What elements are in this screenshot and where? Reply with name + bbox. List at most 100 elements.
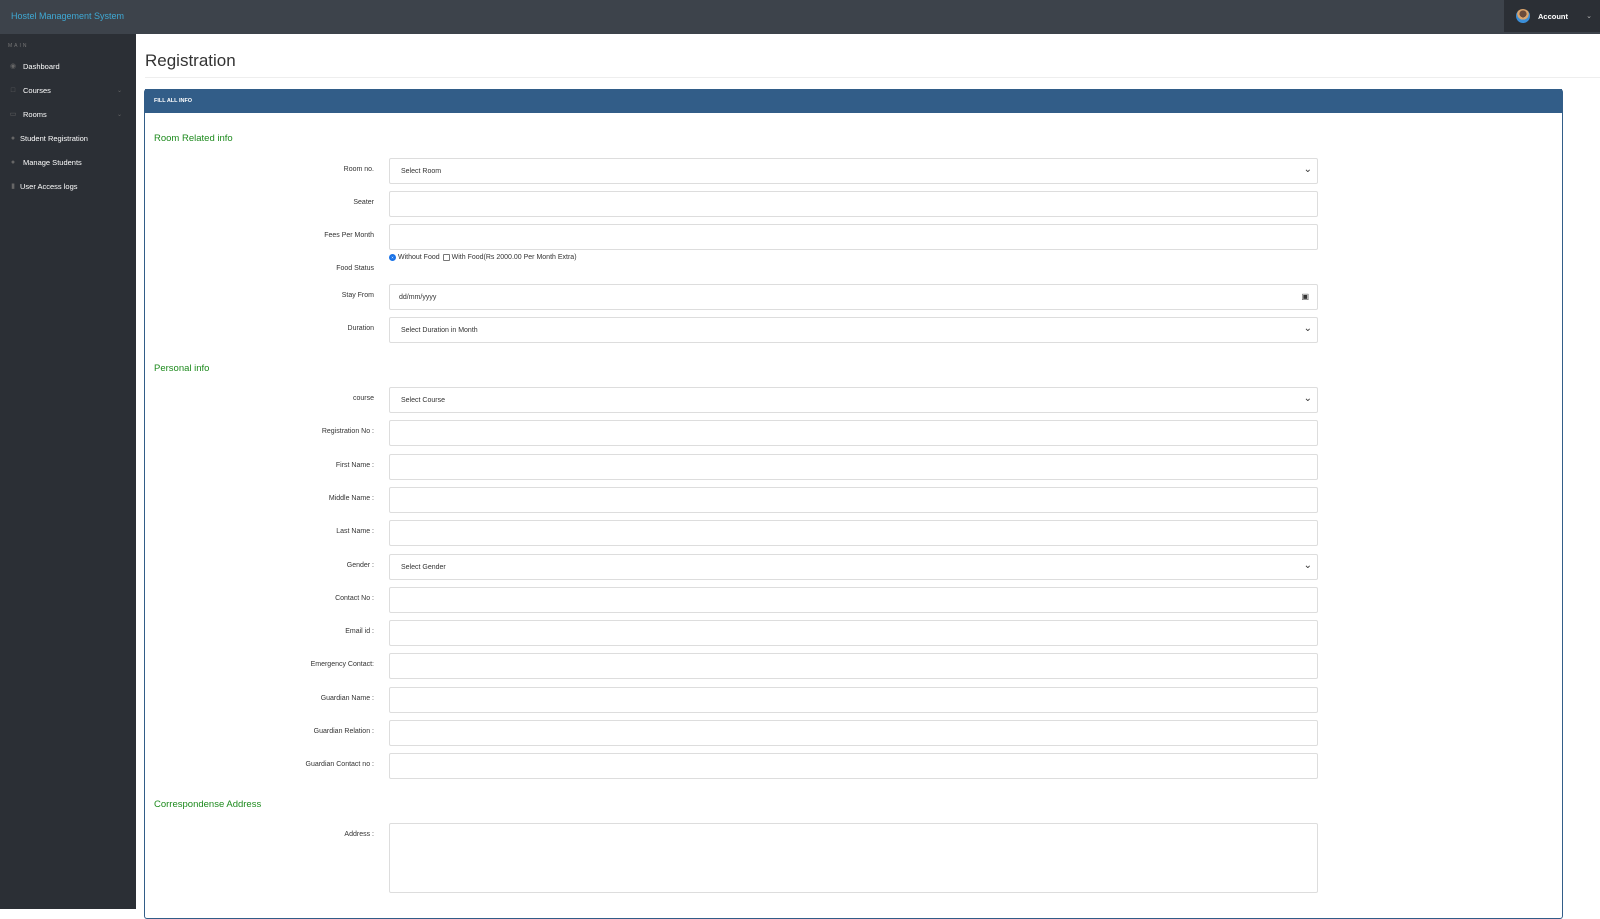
registration-no-label: Registration No : <box>321 428 374 436</box>
gender-value: Select Gender <box>401 563 446 571</box>
account-label: Account <box>1538 11 1568 21</box>
contact-no-input[interactable] <box>389 586 1318 613</box>
chevron-down-icon: ⌄ <box>1303 559 1312 571</box>
fees-label: Fees Per Month <box>324 232 374 239</box>
seater-label: Seater <box>353 199 374 206</box>
duration-value: Select Duration in Month <box>401 327 478 334</box>
stay-from-row: Stay From dd/mm/yyyy ▣ <box>145 284 1564 310</box>
sidebar-item-rooms[interactable]: ▭ Rooms ⌄ <box>0 104 136 124</box>
without-food-radio[interactable] <box>389 254 396 261</box>
book-icon: □ <box>10 86 16 94</box>
duration-row: Duration Select Duration in Month ⌄ <box>145 317 1564 343</box>
food-status-label: Food Status <box>336 265 374 272</box>
registration-panel: FILL ALL INFO Room Related info Room no.… <box>144 89 1563 919</box>
contact-no-label: Contact No : <box>335 594 374 602</box>
top-navbar: Hostel Management System Account ⌄ <box>0 0 1600 34</box>
chevron-down-icon: ⌄ <box>1303 323 1312 334</box>
guardian-contact-no-row: Guardian Contact no : <box>145 753 1564 780</box>
room-no-select[interactable]: Select Room ⌄ <box>389 158 1318 184</box>
guardian-relation-input[interactable] <box>389 720 1318 746</box>
users-icon: ● <box>10 158 16 166</box>
guardian-name-input[interactable] <box>389 686 1318 713</box>
section-heading-room: Room Related info <box>154 133 233 144</box>
divider <box>145 77 1600 78</box>
emergency-contact-label: Emergency Contact: <box>310 661 374 669</box>
last-name-row: Last Name : <box>145 520 1564 547</box>
email-id-label: Email id : <box>345 628 374 636</box>
course-select[interactable]: Select Course ⌄ <box>389 387 1318 413</box>
course-row: course Select Course ⌄ <box>145 387 1564 413</box>
stay-from-label: Stay From <box>341 292 374 299</box>
date-placeholder: dd/mm/yyyy <box>399 294 437 301</box>
registration-no-row: Registration No : <box>145 420 1564 447</box>
room-no-label: Room no. <box>343 166 374 173</box>
gender-label: Gender : <box>346 561 374 569</box>
avatar <box>1516 9 1530 23</box>
sidebar-item-student-registration[interactable]: ● Student Registration <box>0 128 136 148</box>
gender-row: Gender : Select Gender ⌄ <box>145 553 1564 580</box>
sidebar-item-label: User Access logs <box>20 181 78 191</box>
chevron-down-icon: ⌄ <box>1303 164 1312 175</box>
section-heading-address: Correspondense Address <box>154 799 262 810</box>
middle-name-label: Middle Name : <box>328 494 374 502</box>
sidebar-item-user-access-logs[interactable]: ▮ User Access logs <box>0 176 136 196</box>
guardian-name-row: Guardian Name : <box>145 686 1564 713</box>
sidebar-item-label: Courses <box>23 85 51 95</box>
user-icon: ● <box>10 134 16 142</box>
duration-select[interactable]: Select Duration in Month ⌄ <box>389 317 1318 343</box>
course-label: course <box>352 395 374 402</box>
email-id-row: Email id : <box>145 620 1564 647</box>
course-value: Select Course <box>401 397 445 404</box>
guardian-relation-row: Guardian Relation : <box>145 720 1564 746</box>
emergency-contact-input[interactable] <box>389 653 1318 680</box>
seater-row: Seater <box>145 191 1564 217</box>
brand-link[interactable]: Hostel Management System <box>11 11 125 21</box>
sidebar-item-label: Rooms <box>23 109 47 119</box>
middle-name-row: Middle Name : <box>145 486 1564 513</box>
registration-no-input[interactable] <box>389 420 1318 447</box>
seater-input[interactable] <box>389 191 1318 217</box>
guardian-contact-no-input[interactable] <box>389 753 1318 780</box>
with-food-label: With Food(Rs 2000.00 Per Month Extra) <box>451 254 577 261</box>
sidebar-item-label: Student Registration <box>20 133 88 143</box>
chevron-down-icon: ⌄ <box>1586 13 1592 20</box>
sidebar-item-courses[interactable]: □ Courses ⌄ <box>0 80 136 100</box>
sidebar-section-label: MAIN <box>8 43 29 49</box>
last-name-input[interactable] <box>389 520 1318 547</box>
middle-name-input[interactable] <box>389 486 1318 513</box>
file-icon: ▮ <box>11 183 15 190</box>
room-no-row: Room no. Select Room ⌄ <box>145 158 1564 184</box>
first-name-row: First Name : <box>145 453 1564 480</box>
panel-heading: FILL ALL INFO <box>145 89 1562 113</box>
address-textarea[interactable] <box>389 823 1318 893</box>
first-name-label: First Name : <box>335 461 374 469</box>
main-content: Registration FILL ALL INFO Room Related … <box>136 34 1600 919</box>
address-label: Address : <box>344 831 374 838</box>
sidebar-item-label: Dashboard <box>23 61 60 71</box>
last-name-label: Last Name : <box>336 528 374 536</box>
address-row: Address : <box>145 823 1564 849</box>
guardian-relation-label: Guardian Relation : <box>313 728 374 735</box>
guardian-name-label: Guardian Name : <box>320 694 374 702</box>
calendar-icon[interactable]: ▣ <box>1301 292 1309 301</box>
guardian-contact-no-label: Guardian Contact no : <box>305 761 375 769</box>
gender-select[interactable]: Select Gender ⌄ <box>389 553 1318 580</box>
fees-row: Fees Per Month <box>145 224 1564 250</box>
duration-label: Duration <box>347 325 374 332</box>
dashboard-icon: ◉ <box>9 63 17 70</box>
email-id-input[interactable] <box>389 620 1318 647</box>
sidebar: MAIN ◉ Dashboard □ Courses ⌄ ▭ Rooms ⌄ ● Stude… <box>0 34 136 909</box>
stay-from-date-input[interactable]: dd/mm/yyyy ▣ <box>389 284 1318 310</box>
sidebar-item-dashboard[interactable]: ◉ Dashboard <box>0 56 136 76</box>
fees-input[interactable] <box>389 224 1318 250</box>
with-food-checkbox[interactable] <box>442 254 450 261</box>
desktop-icon: ▭ <box>9 111 17 118</box>
room-no-value: Select Room <box>401 168 442 175</box>
first-name-input[interactable] <box>389 453 1318 480</box>
contact-no-row: Contact No : <box>145 586 1564 613</box>
sidebar-item-manage-students[interactable]: ● Manage Students <box>0 152 136 172</box>
sidebar-item-label: Manage Students <box>23 157 82 167</box>
without-food-label: Without Food <box>398 254 440 261</box>
chevron-down-icon: ⌄ <box>116 87 122 94</box>
account-menu[interactable]: Account ⌄ <box>1504 0 1600 32</box>
